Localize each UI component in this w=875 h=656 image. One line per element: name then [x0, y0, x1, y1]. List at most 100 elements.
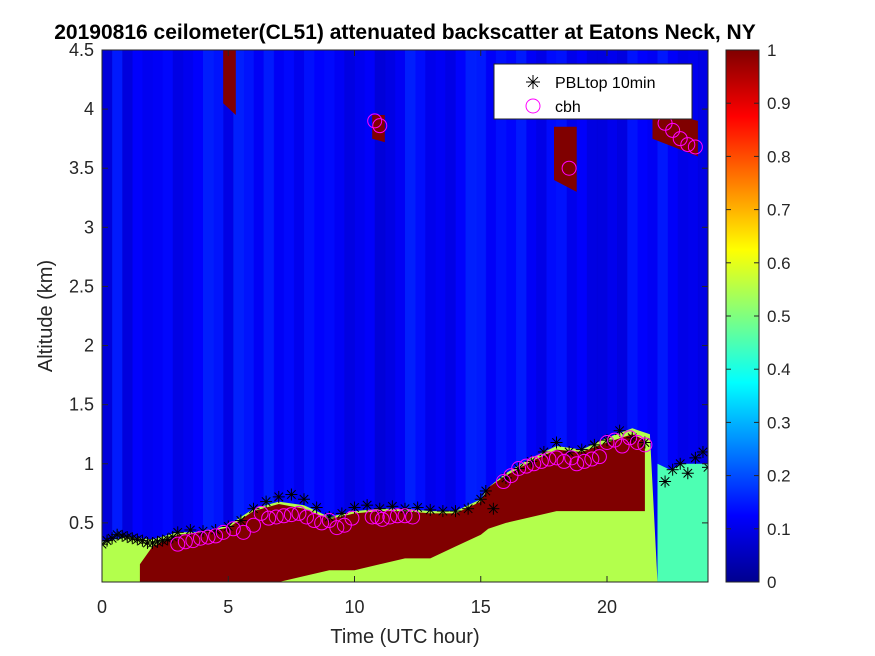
pbltop-stroke [668, 465, 678, 475]
x-tick-label: 5 [223, 597, 233, 617]
chart-title: 20190816 ceilometer(CL51) attenuated bac… [54, 21, 755, 44]
heatmap-column [546, 50, 557, 582]
pbltop-stroke [173, 527, 183, 537]
cbh-point [687, 139, 703, 155]
heatmap-column [233, 50, 244, 582]
heatmap-column [273, 50, 285, 582]
colorbar-tick-label: 0.2 [767, 467, 791, 486]
colorbar-gradient [725, 49, 760, 583]
heatmap-column [415, 50, 426, 582]
cbh-point [541, 451, 557, 467]
heatmap-column [516, 50, 527, 582]
pbltop-stroke [481, 486, 491, 496]
heatmap-column [637, 50, 648, 582]
pbltop-stroke [286, 489, 296, 500]
colorbar-tick-label: 0.7 [767, 201, 791, 220]
cbh-point [283, 507, 299, 523]
heatmap-column [586, 50, 598, 582]
y-tick-label: 3.5 [69, 158, 94, 178]
cbh-point [208, 528, 224, 544]
legend-asterisk-stroke [527, 76, 539, 88]
heatmap-column [596, 50, 608, 582]
x-tick-label: 0 [97, 597, 107, 617]
pbltop-stroke [185, 525, 195, 535]
heatmap-column [607, 50, 618, 582]
heatmap-column [314, 50, 325, 582]
heatmap-column [223, 50, 234, 582]
y-axis-label: Altitude (km) [35, 260, 57, 372]
pbltop-stroke [450, 506, 461, 516]
pbltop-point [449, 505, 462, 518]
pbltop-point [500, 471, 512, 484]
pbltop-point [550, 436, 563, 449]
cbh-point [556, 453, 572, 469]
legend-circle-icon [525, 98, 541, 114]
cbh-point [533, 453, 549, 469]
heatmap-layer [554, 126, 577, 192]
cbh-point [185, 533, 201, 549]
pbltop-point [272, 490, 285, 503]
heatmap-column [617, 50, 628, 582]
heatmap-column [334, 50, 345, 582]
heatmap-column [142, 50, 153, 582]
cbh-point [329, 520, 345, 536]
pbltop-stroke [117, 531, 127, 541]
pbltop-stroke [514, 463, 524, 474]
cbh-point [367, 113, 383, 129]
heatmap-column [344, 50, 355, 582]
cbh-point [622, 430, 638, 446]
heatmap-column [283, 50, 295, 582]
heatmap-column [364, 50, 376, 582]
pbltop-stroke [137, 536, 147, 546]
heatmap-column [304, 50, 315, 582]
pbltop-stroke [102, 539, 107, 545]
y-tick-label: 2 [84, 336, 94, 356]
pbltop-stroke [640, 437, 650, 448]
pbltop-point [106, 532, 119, 545]
heatmap-column [192, 50, 204, 582]
heatmap-column [627, 50, 638, 582]
heatmap-column [405, 50, 416, 582]
heatmap-column [172, 50, 184, 582]
pbltop-point [681, 467, 694, 480]
pbltop-point [487, 502, 500, 515]
pbltop-stroke [488, 504, 498, 514]
y-tick-label: 3 [84, 217, 94, 237]
heatmap-column [576, 50, 588, 582]
y-tick-label: 0.5 [69, 513, 94, 533]
cbh-point [344, 510, 360, 526]
pbltop-stroke [349, 502, 360, 513]
pbltop-point [638, 436, 651, 449]
heatmap-column [182, 50, 194, 582]
legend: PBLtop 10min cbh [493, 63, 693, 120]
pbltop-stroke [698, 447, 708, 457]
y-tick-label: 1 [84, 454, 94, 474]
colorbar-tick-label: 0.3 [767, 413, 791, 432]
cbh-point [299, 509, 315, 525]
pbltop-stroke [299, 494, 309, 504]
pbltop-stroke [223, 521, 233, 532]
pbltop-stroke [107, 533, 117, 543]
colorbar-tick-label: 0.1 [767, 520, 791, 539]
pbltop-point [197, 525, 209, 538]
heatmap-column [213, 50, 224, 582]
cbh-point [235, 524, 251, 540]
cbh-point [680, 137, 696, 153]
pbltop-stroke [387, 501, 397, 511]
cbh-point [253, 505, 269, 521]
heatmap-column [263, 50, 275, 582]
pbltop-stroke [501, 473, 511, 483]
plot-area-frame [101, 49, 709, 583]
heatmap-column [475, 50, 487, 582]
colorbar-tick-label: 0.4 [767, 360, 791, 379]
pbltop-stroke [312, 502, 322, 513]
cbh-point [665, 122, 681, 138]
cbh-point [511, 461, 527, 477]
pbltop-point [136, 534, 149, 547]
cbh-point [561, 160, 577, 176]
y-axis: 0.5 1 1.5 2 2.5 3 3.5 4 4.5 [69, 40, 708, 533]
colorbar-tick-label: 0.6 [767, 254, 791, 273]
pbltop-point [234, 514, 247, 527]
heatmap-column [435, 50, 446, 582]
